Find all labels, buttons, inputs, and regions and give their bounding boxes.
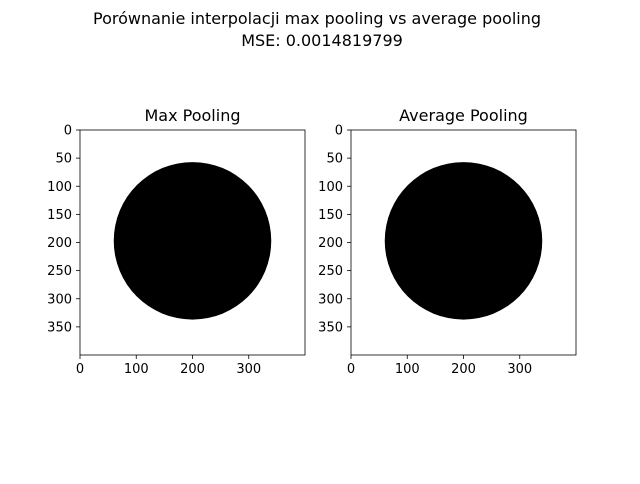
average-pooling-x-tick-label: 0: [347, 362, 355, 377]
average-pooling-x-tick-label: 100: [395, 362, 420, 377]
max-pooling-x-tick-label: 100: [124, 362, 149, 377]
average-pooling-title: Average Pooling: [399, 106, 528, 125]
max-pooling-x-tick-label: 200: [180, 362, 205, 377]
max-pooling-panel: Max Pooling 0 100 200 300 0 50 100 150 200 250 300 3…: [47, 106, 306, 377]
max-pooling-title: Max Pooling: [144, 106, 240, 125]
average-pooling-y-tick-label: 350: [318, 320, 343, 335]
max-pooling-circle: [113, 162, 272, 320]
max-pooling-y-tick-label: 200: [47, 236, 72, 251]
average-pooling-panel: Average Pooling 0 100 200 300 0 50 100 150 200 250…: [318, 106, 577, 377]
max-pooling-y-tick-label: 100: [47, 180, 72, 195]
average-pooling-x-tick-label: 300: [507, 362, 532, 377]
average-pooling-x-tick-label: 200: [451, 362, 476, 377]
average-pooling-y-tick-label: 150: [318, 208, 343, 223]
max-pooling-x-tick-label: 0: [76, 362, 84, 377]
average-pooling-y-tick-label: 200: [318, 236, 343, 251]
average-pooling-y-tick-label: 50: [326, 152, 343, 167]
max-pooling-y-tick-label: 300: [47, 292, 72, 307]
figure-title: Porównanie interpolacji max pooling vs a…: [93, 9, 541, 28]
average-pooling-y-tick-label: 250: [318, 264, 343, 279]
max-pooling-y-tick-label: 0: [64, 124, 72, 139]
max-pooling-y-tick-label: 150: [47, 208, 72, 223]
max-pooling-y-tick-label: 250: [47, 264, 72, 279]
max-pooling-y-tick-label: 50: [55, 152, 72, 167]
max-pooling-x-tick-label: 300: [236, 362, 261, 377]
average-pooling-circle: [384, 162, 543, 320]
average-pooling-y-tick-label: 0: [335, 124, 343, 139]
average-pooling-y-tick-label: 300: [318, 292, 343, 307]
figure-subtitle-mse: MSE: 0.0014819799: [241, 31, 403, 50]
average-pooling-y-tick-label: 100: [318, 180, 343, 195]
max-pooling-y-tick-label: 350: [47, 320, 72, 335]
